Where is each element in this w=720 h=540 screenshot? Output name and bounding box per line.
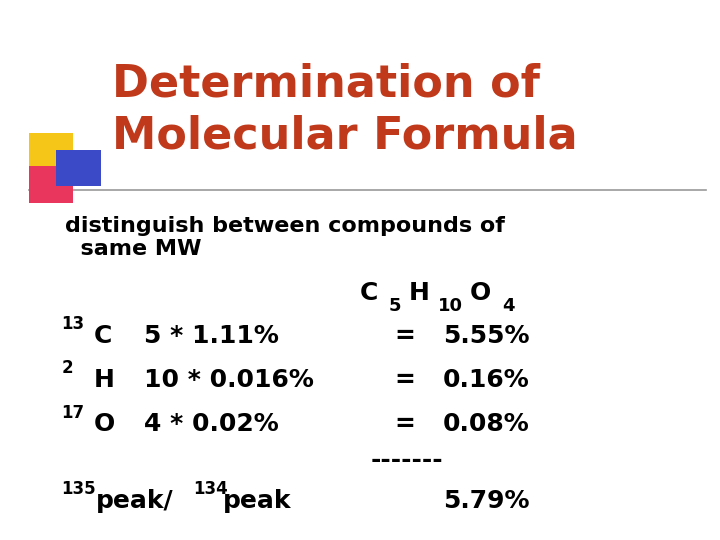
Text: 4: 4	[502, 296, 514, 315]
Text: 5: 5	[389, 296, 401, 315]
Text: =: =	[395, 368, 415, 392]
Text: H: H	[94, 368, 114, 392]
FancyBboxPatch shape	[56, 150, 101, 186]
Text: Molecular Formula: Molecular Formula	[112, 114, 577, 158]
Text: 2: 2	[61, 359, 73, 377]
Text: =: =	[395, 324, 415, 348]
Text: 0.16%: 0.16%	[443, 368, 529, 392]
Text: O: O	[469, 281, 491, 305]
Text: 13: 13	[61, 315, 84, 333]
Text: peak: peak	[223, 489, 292, 513]
Text: 10: 10	[438, 296, 463, 315]
Text: C: C	[94, 324, 112, 348]
Text: 5 * 1.11%: 5 * 1.11%	[144, 324, 279, 348]
FancyBboxPatch shape	[29, 133, 73, 170]
Text: -------: -------	[371, 448, 444, 472]
Text: Determination of: Determination of	[112, 62, 539, 105]
Text: distinguish between compounds of
  same MW: distinguish between compounds of same MW	[65, 216, 505, 259]
Text: 134: 134	[193, 480, 228, 498]
Text: 17: 17	[61, 403, 84, 422]
Text: 10 * 0.016%: 10 * 0.016%	[144, 368, 314, 392]
Text: 4 * 0.02%: 4 * 0.02%	[144, 413, 279, 436]
Text: 135: 135	[61, 480, 96, 498]
FancyBboxPatch shape	[29, 166, 73, 202]
Text: peak/: peak/	[96, 489, 174, 513]
Text: C: C	[360, 281, 379, 305]
Text: O: O	[94, 413, 115, 436]
Text: 0.08%: 0.08%	[443, 413, 529, 436]
Text: H: H	[409, 281, 430, 305]
Text: =: =	[395, 413, 415, 436]
Text: 5.79%: 5.79%	[443, 489, 529, 513]
Text: 5.55%: 5.55%	[443, 324, 529, 348]
